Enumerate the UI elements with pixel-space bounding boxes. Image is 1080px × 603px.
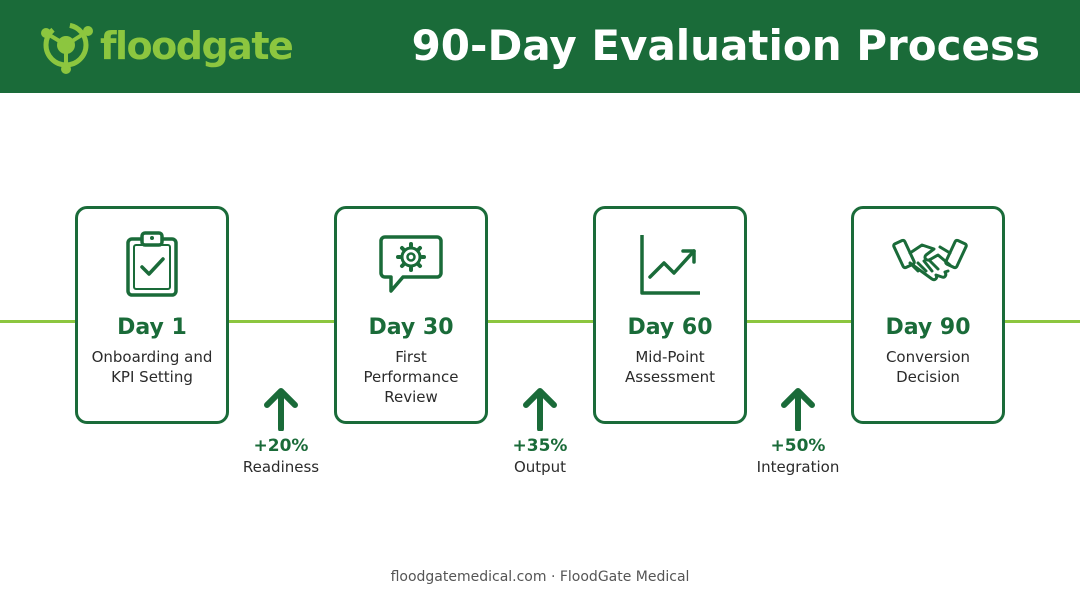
stage-description: Conversion Decision: [858, 347, 998, 387]
stage-description: Mid-Point Assessment: [600, 347, 740, 387]
stage-description-line: Conversion: [885, 348, 971, 366]
metric-label: Output: [513, 458, 567, 476]
clipboard-check-icon: [126, 231, 178, 297]
stage-description: First Performance Review: [341, 347, 481, 407]
stage-day-label: Day 30: [368, 315, 454, 340]
stage-card-day-30: Day 30 First Performance Review: [334, 206, 488, 424]
stage-description: Onboarding and KPI Setting: [82, 347, 222, 387]
metric-label: Readiness: [242, 458, 320, 476]
stage-card-day-60: Day 60 Mid-Point Assessment: [593, 206, 747, 424]
metric-label: Integration: [756, 458, 840, 476]
stage-card-day-90: Day 90 Conversion Decision: [851, 206, 1005, 424]
arrow-up-icon: [264, 388, 298, 431]
stage-card-day-1: Day 1 Onboarding and KPI Setting: [75, 206, 229, 424]
arrow-up-icon: [781, 388, 815, 431]
stage-day-label: Day 90: [885, 315, 971, 340]
handshake-icon: [892, 238, 968, 282]
stage-description-line: Mid-Point: [635, 348, 705, 366]
logo-icon: [41, 22, 93, 74]
header-bar: floodgate 90-Day Evaluation Process: [0, 0, 1080, 93]
timeline-line: [0, 320, 1080, 323]
stage-day-label: Day 1: [117, 315, 187, 340]
stage-description-line: First: [395, 348, 427, 366]
metric-value: +20%: [253, 436, 309, 456]
metric-value: +35%: [512, 436, 568, 456]
stage-description-line: Decision: [896, 368, 960, 386]
line-chart-icon: [640, 235, 700, 295]
stage-description-line: KPI Setting: [111, 368, 193, 386]
stage-day-label: Day 60: [627, 315, 713, 340]
stage-description-line: Performance: [363, 368, 459, 386]
stage-description-line: Assessment: [625, 368, 715, 386]
arrow-up-icon: [523, 388, 557, 431]
footer-text: floodgatemedical.com · FloodGate Medical: [390, 569, 690, 585]
stage-description-line: Review: [384, 388, 438, 406]
brand-wordmark: floodgate: [100, 24, 294, 68]
stage-description-line: Onboarding and: [91, 348, 213, 366]
metric-value: +50%: [770, 436, 826, 456]
gear-chat-bubble-icon: [379, 235, 443, 293]
page-title: 90-Day Evaluation Process: [411, 21, 1040, 70]
